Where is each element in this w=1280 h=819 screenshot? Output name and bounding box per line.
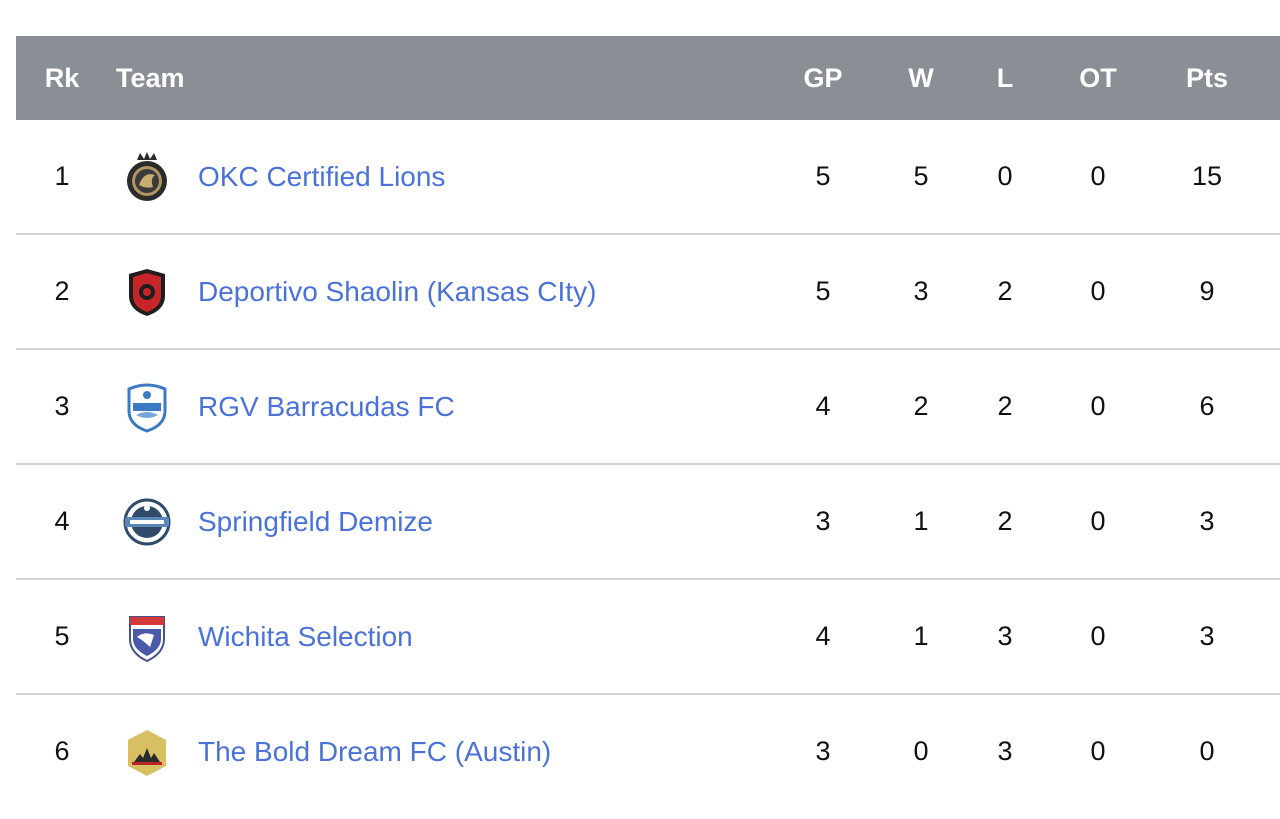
gp-cell: 5 (815, 161, 831, 191)
table-row: 1 OKC Certified Lions 5 5 0 0 15 (16, 120, 1280, 235)
gp-cell: 4 (815, 621, 831, 651)
red-shield-icon[interactable] (122, 265, 172, 319)
demize-crest-icon[interactable] (122, 495, 172, 549)
w-cell: 2 (913, 391, 929, 421)
team-cell: The Bold Dream FC (Austin) (108, 725, 788, 779)
pts-cell: 3 (1199, 621, 1215, 651)
ot-cell: 0 (1090, 736, 1106, 766)
w-cell: 1 (913, 621, 929, 651)
gp-cell: 4 (815, 391, 831, 421)
table-row: 5 Wichita Selection 4 1 3 0 3 (16, 580, 1280, 695)
pts-cell: 6 (1199, 391, 1215, 421)
wichita-shield-icon[interactable] (122, 610, 172, 664)
rank-cell: 2 (54, 276, 70, 306)
gold-shield-icon[interactable] (122, 725, 172, 779)
barracuda-shield-icon[interactable] (122, 380, 172, 434)
header-pts[interactable]: Pts (1185, 62, 1229, 93)
team-link[interactable]: Springfield Demize (198, 505, 433, 537)
header-w[interactable]: W (908, 62, 934, 93)
table-row: 4 Springfield Demize 3 1 2 0 3 (16, 465, 1280, 580)
rank-cell: 5 (54, 621, 70, 651)
ot-cell: 0 (1090, 161, 1106, 191)
ot-cell: 0 (1090, 506, 1106, 536)
gp-cell: 3 (815, 736, 831, 766)
table-row: 2 Deportivo Shaolin (Kansas CIty) 5 3 2 … (16, 235, 1280, 350)
header-ot[interactable]: OT (1079, 62, 1117, 93)
gp-cell: 3 (815, 506, 831, 536)
gp-cell: 5 (815, 276, 831, 306)
table-header: Rk Team GP W L OT Pts (16, 36, 1280, 120)
team-link[interactable]: RGV Barracudas FC (198, 390, 455, 422)
rank-cell: 6 (54, 736, 70, 766)
rank-cell: 4 (54, 506, 70, 536)
l-cell: 3 (997, 736, 1013, 766)
rank-cell: 1 (54, 161, 70, 191)
team-link[interactable]: Deportivo Shaolin (Kansas CIty) (198, 275, 597, 307)
team-link[interactable]: The Bold Dream FC (Austin) (198, 735, 552, 767)
l-cell: 2 (997, 506, 1013, 536)
team-cell: RGV Barracudas FC (108, 380, 788, 434)
l-cell: 3 (997, 621, 1013, 651)
pts-cell: 9 (1199, 276, 1215, 306)
header-rank[interactable]: Rk (44, 62, 80, 93)
rank-cell: 3 (54, 391, 70, 421)
team-cell: OKC Certified Lions (108, 150, 788, 204)
w-cell: 1 (913, 506, 929, 536)
team-cell: Deportivo Shaolin (Kansas CIty) (108, 265, 788, 319)
header-team[interactable]: Team (116, 62, 185, 93)
ot-cell: 0 (1090, 621, 1106, 651)
w-cell: 0 (913, 736, 929, 766)
team-cell: Springfield Demize (108, 495, 788, 549)
l-cell: 0 (997, 161, 1013, 191)
header-l[interactable]: L (996, 62, 1014, 93)
l-cell: 2 (997, 391, 1013, 421)
team-link[interactable]: OKC Certified Lions (198, 160, 446, 192)
pts-cell: 0 (1199, 736, 1215, 766)
table-row: 6 The Bold Dream FC (Austin) 3 0 3 0 0 (16, 695, 1280, 808)
header-gp[interactable]: GP (803, 62, 843, 93)
ot-cell: 0 (1090, 391, 1106, 421)
pts-cell: 3 (1199, 506, 1215, 536)
ot-cell: 0 (1090, 276, 1106, 306)
team-cell: Wichita Selection (108, 610, 788, 664)
pts-cell: 15 (1191, 161, 1223, 191)
w-cell: 5 (913, 161, 929, 191)
w-cell: 3 (913, 276, 929, 306)
standings-table: Rk Team GP W L OT Pts 1 OKC Certified Li… (16, 36, 1280, 808)
l-cell: 2 (997, 276, 1013, 306)
lion-crest-icon[interactable] (122, 150, 172, 204)
table-row: 3 RGV Barracudas FC 4 2 2 0 6 (16, 350, 1280, 465)
team-link[interactable]: Wichita Selection (198, 620, 413, 652)
